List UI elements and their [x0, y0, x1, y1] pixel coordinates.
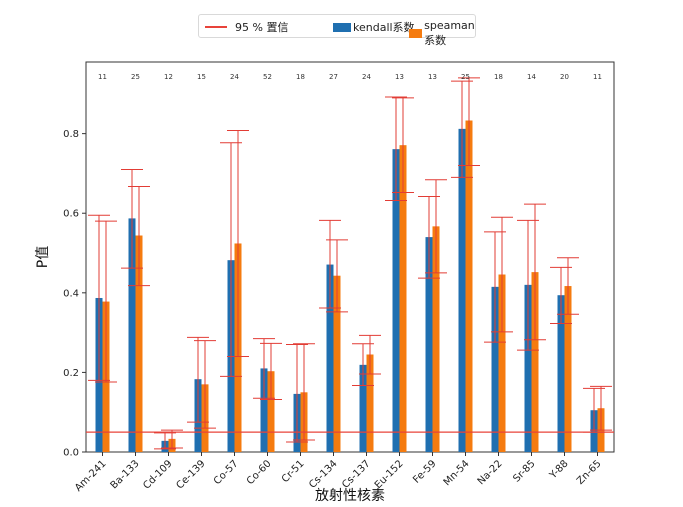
sample-count-label: 25	[461, 73, 470, 81]
plot-frame	[85, 61, 615, 453]
x-tick-label: Co-57	[212, 458, 241, 487]
sample-count-label: 14	[527, 73, 536, 81]
spearman-bar-Ba-133	[135, 235, 143, 452]
sample-count-label: 20	[560, 73, 569, 81]
kendall-bar-Cs-134	[326, 264, 334, 452]
x-tick-label: Eu-152	[373, 458, 406, 491]
x-tick-label: Fe-59	[411, 458, 438, 485]
sample-count-label: 13	[395, 73, 404, 81]
sample-count-label: 11	[593, 73, 602, 81]
x-tick-label: Y-88	[547, 458, 571, 482]
kendall-bar-Na-22	[491, 286, 499, 452]
y-tick-label: 0.4	[63, 288, 79, 299]
legend-item-spearman: speaman 系数	[409, 19, 480, 48]
kendall-bar-Eu-152	[392, 149, 400, 452]
y-axis: 0.0 0.2 0.4 0.6 0.8	[63, 129, 86, 459]
sample-count-label: 18	[296, 73, 305, 81]
x-tick-label: Ce-139	[174, 458, 207, 491]
x-tick-label: Cs-134	[307, 458, 339, 490]
sample-count-label: 25	[131, 73, 140, 81]
legend-swatch-spearman	[409, 29, 423, 38]
spearman-bar-Y-88	[564, 286, 572, 452]
x-axis-label: 放射性核素	[315, 488, 385, 504]
legend-item-threshold: 95 % 置信	[205, 19, 288, 35]
spearman-bar-Cs-134	[333, 275, 341, 452]
kendall-bar-Ba-133	[128, 218, 136, 452]
sample-count-label: 24	[362, 73, 371, 81]
y-tick-label: 0.2	[63, 368, 79, 379]
x-tick-label: Ba-133	[109, 458, 142, 491]
kendall-bar-Sr-85	[524, 284, 532, 452]
sample-count-label: 27	[329, 73, 338, 81]
legend-label-threshold: 95 % 置信	[235, 21, 289, 34]
spearman-bar-Fe-59	[432, 226, 440, 452]
spearman-bar-Eu-152	[399, 145, 407, 452]
y-tick-label: 0.0	[63, 448, 79, 459]
kendall-bar-Y-88	[557, 295, 565, 452]
spearman-bar-Sr-85	[531, 272, 539, 452]
kendall-bar-Co-60	[260, 368, 268, 452]
kendall-bar-Mn-54	[458, 128, 466, 452]
spearman-bar-Mn-54	[465, 120, 473, 452]
x-tick-label: Zn-65	[575, 458, 604, 487]
x-tick-label: Co-60	[245, 458, 274, 487]
legend-label-spearman: speaman 系数	[424, 19, 475, 47]
spearman-bar-Co-60	[267, 371, 275, 452]
sample-count-label: 13	[428, 73, 437, 81]
sample-count-labels: 11 25 12 15 24 52 18 27 24 13 13 25 18 14 20 11	[98, 73, 602, 81]
x-tick-label: Sr-85	[511, 458, 537, 484]
x-tick-label: Mn-54	[442, 458, 472, 488]
legend-line-swatch	[205, 26, 227, 28]
x-tick-label: Cr-51	[280, 458, 307, 485]
legend-item-kendall: kendall系数	[333, 19, 415, 35]
sample-count-label: 52	[263, 73, 272, 81]
sample-count-label: 18	[494, 73, 503, 81]
kendall-bar-Cs-137	[359, 364, 367, 452]
y-tick-label: 0.8	[63, 129, 79, 140]
x-tick-label: Cd-109	[141, 458, 174, 491]
sample-count-label: 24	[230, 73, 239, 81]
spearman-bar-Cs-137	[366, 354, 374, 452]
x-tick-label: Am-241	[73, 458, 109, 494]
sample-count-label: 15	[197, 73, 206, 81]
x-tick-label: Na-22	[476, 458, 505, 487]
y-axis-label: P值	[35, 246, 51, 268]
sample-count-label: 12	[164, 73, 173, 81]
x-tick-label: Cs-137	[340, 458, 372, 490]
chart-legend: 95 % 置信 kendall系数 speaman 系数	[198, 14, 476, 47]
legend-label-kendall: kendall系数	[353, 21, 415, 34]
error-bars-layer	[88, 77, 612, 450]
kendall-bar-Fe-59	[425, 237, 433, 452]
spearman-bar-Na-22	[498, 274, 506, 452]
legend-swatch-kendall	[333, 22, 351, 32]
y-tick-label: 0.6	[63, 209, 79, 220]
sample-count-label: 11	[98, 73, 107, 81]
